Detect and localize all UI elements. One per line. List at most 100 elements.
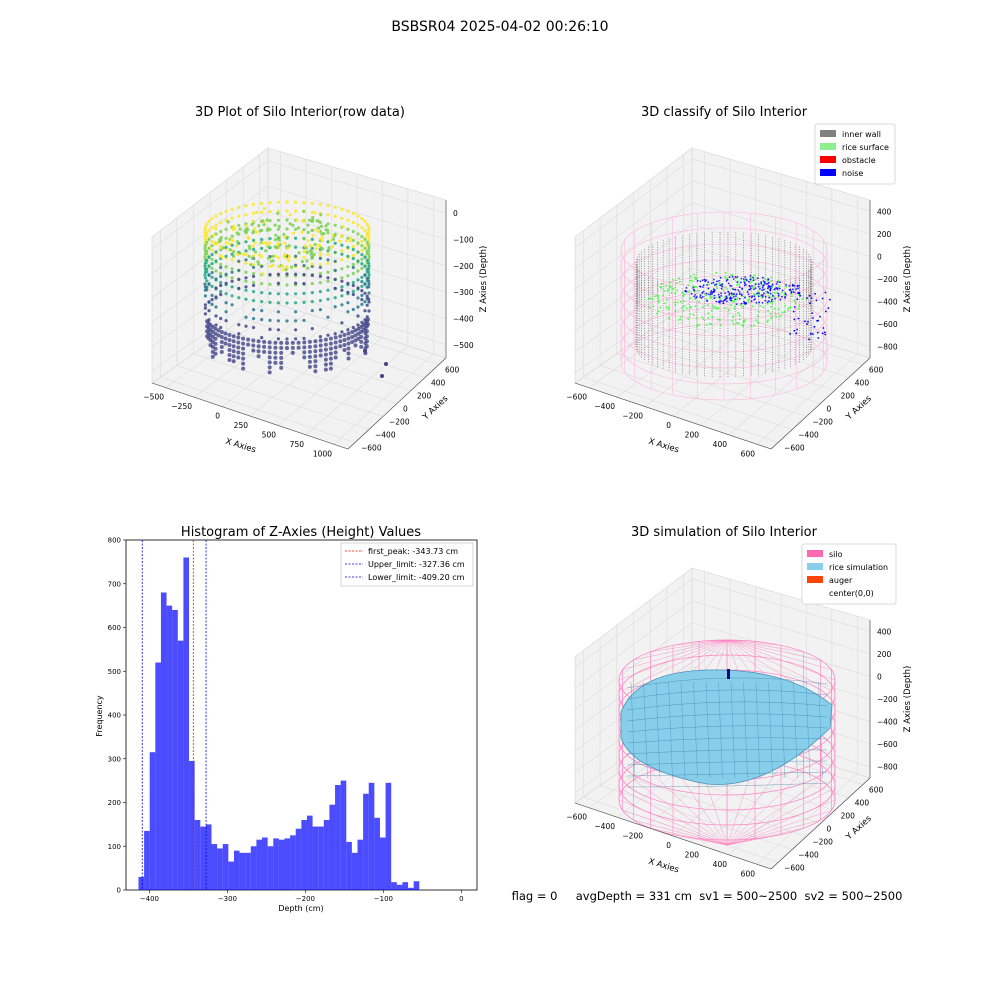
raw-point [230,276,234,280]
z-tick-label: −800 [877,343,898,352]
raw-point [262,207,266,211]
histogram-bar [205,824,212,891]
raw-point [277,235,281,239]
raw-point [279,365,284,370]
noise-point [706,284,708,286]
noise-point [792,291,795,293]
rice-surface-point [668,306,671,309]
rice-surface-point [669,286,672,289]
raw-point [219,289,223,294]
raw-point [276,256,280,260]
noise-point [808,294,811,297]
raw-point [360,293,364,297]
raw-point [360,275,364,279]
rice-surface-point [698,323,701,326]
raw-point [333,268,337,272]
rice-surface-point [651,298,654,301]
surface-mesh-line [755,681,761,779]
noise-point [771,283,774,286]
raw-point [227,353,232,357]
noise-point [703,278,706,281]
raw-point [231,339,236,344]
raw-point [219,229,223,234]
raw-point [238,251,242,255]
noise-point [746,291,749,293]
rice-surface-point [779,315,782,318]
noise-point [701,292,704,294]
raw-point [365,258,369,262]
raw-point [351,271,355,276]
raw-point [323,342,328,347]
silo-floor-rib [622,789,728,846]
raw-point [313,354,318,359]
raw-point [356,305,360,309]
raw-point [296,345,301,350]
noise-point [736,276,739,278]
raw-point [279,340,284,345]
noise-point [719,300,721,302]
grid-line [583,376,779,443]
x-tick-label: −250 [171,402,192,411]
raw-point [313,359,318,364]
raw-point [247,254,251,258]
raw-point [210,284,214,288]
rice-surface-point [716,318,719,321]
panel-histogram: Histogram of Z-Axies (Height) Values −40… [95,525,478,913]
noise-point [718,280,720,282]
raw-point [203,306,207,310]
rice-surface-point [671,288,674,291]
raw-point [310,273,314,277]
noise-point [797,291,800,294]
panel2-title: 3D classify of Silo Interior [641,105,808,120]
raw-point [203,312,207,316]
raw-point-outlier [384,362,388,366]
raw-point [338,344,343,349]
raw-point [268,282,272,286]
rice-surface-point [685,307,688,310]
raw-point [273,223,277,227]
raw-point [260,282,264,286]
rice-surface-point [649,297,651,300]
rice-surface-point [801,298,804,301]
rice-surface-point [713,306,716,309]
histogram-bar [357,839,364,890]
y-tick-label: 600 [869,366,884,375]
raw-point [277,224,281,228]
raw-point [205,285,209,289]
y-tick-label: 200 [417,392,432,401]
noise-point [730,285,733,287]
rice-surface-point [682,309,685,312]
rice-surface-point [724,286,727,289]
raw-point [333,332,337,336]
raw-point [318,251,322,255]
noise-point [709,291,712,294]
raw-point [253,227,257,231]
noise-point [749,275,752,277]
noise-point [784,296,787,298]
raw-point [281,268,285,272]
raw-point [318,343,323,348]
raw-point [328,336,333,341]
surface-mesh-line [705,681,711,779]
raw-point [276,281,280,285]
noise-point [762,288,765,291]
raw-point [346,356,351,361]
raw-point [351,280,355,285]
raw-point [313,211,317,215]
panel-simulation: 3D simulation of Silo Interior −600−400−… [566,525,913,878]
raw-point [367,270,371,274]
y-axis-line [770,357,871,450]
x-tick-label: 0 [459,895,463,903]
grid-line [574,600,693,689]
surface-mesh-line [626,760,828,766]
raw-point [314,228,318,232]
noise-point [743,300,745,303]
noise-point [739,281,742,284]
raw-point [256,260,260,264]
raw-point [353,328,358,333]
rice-surface-point [687,284,690,287]
raw-point [346,328,350,332]
raw-point [219,345,224,349]
rice-surface-point [665,306,668,309]
surface-mesh-line [626,713,828,722]
